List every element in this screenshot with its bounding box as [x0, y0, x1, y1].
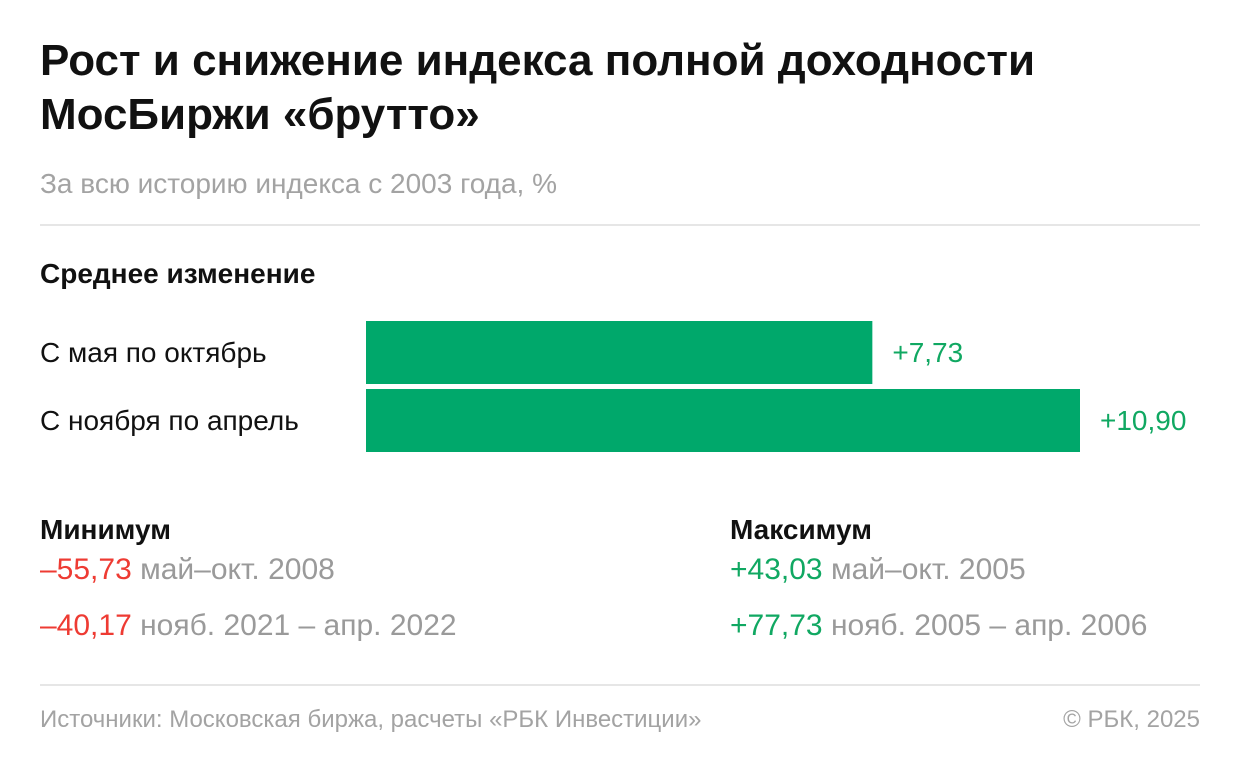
minimum-heading: Минимум — [40, 514, 171, 545]
maximum-value: +77,73 — [730, 609, 823, 642]
value-label: +10,90 — [1100, 405, 1186, 436]
minimum-period: нояб. 2021 – апр. 2022 — [140, 609, 457, 642]
minimum-value: –55,73 — [40, 553, 132, 586]
minimum-value: –40,17 — [40, 609, 132, 642]
bottom-divider — [40, 684, 1200, 686]
maximum-period: нояб. 2005 – апр. 2006 — [830, 609, 1148, 642]
maximum-period: май–окт. 2005 — [830, 553, 1026, 586]
maximum-value: +43,03 — [730, 553, 823, 586]
category-label: С ноября по апрель — [40, 405, 299, 436]
copyright: © РБК, 2025 — [1063, 706, 1200, 733]
maximum-row: +43,03 май–окт. 2005 — [730, 550, 1147, 606]
maximum-heading: Максимум — [730, 514, 872, 545]
source-note: Источники: Московская биржа, расчеты «РБ… — [40, 706, 702, 733]
chart-title: Рост и снижение индекса полной доходност… — [40, 36, 1036, 139]
minimum-block: Минимум –55,73 май–окт. 2008 –40,17 нояб… — [40, 510, 457, 662]
value-label: +7,73 — [892, 337, 963, 368]
bar — [366, 321, 873, 384]
top-divider — [40, 224, 1200, 226]
chart-subtitle: За всю историю индекса с 2003 года, % — [40, 168, 558, 199]
maximum-row: +77,73 нояб. 2005 – апр. 2006 — [730, 606, 1147, 662]
minimum-row: –40,17 нояб. 2021 – апр. 2022 — [40, 606, 457, 662]
minimum-row: –55,73 май–окт. 2008 — [40, 550, 457, 606]
bar-chart-title: Среднее изменение — [40, 258, 316, 289]
maximum-block: Максимум +43,03 май–окт. 2005 +77,73 ноя… — [730, 510, 1147, 662]
category-label: С мая по октябрь — [40, 337, 267, 368]
minimum-period: май–окт. 2008 — [140, 553, 335, 586]
bar — [366, 389, 1080, 452]
